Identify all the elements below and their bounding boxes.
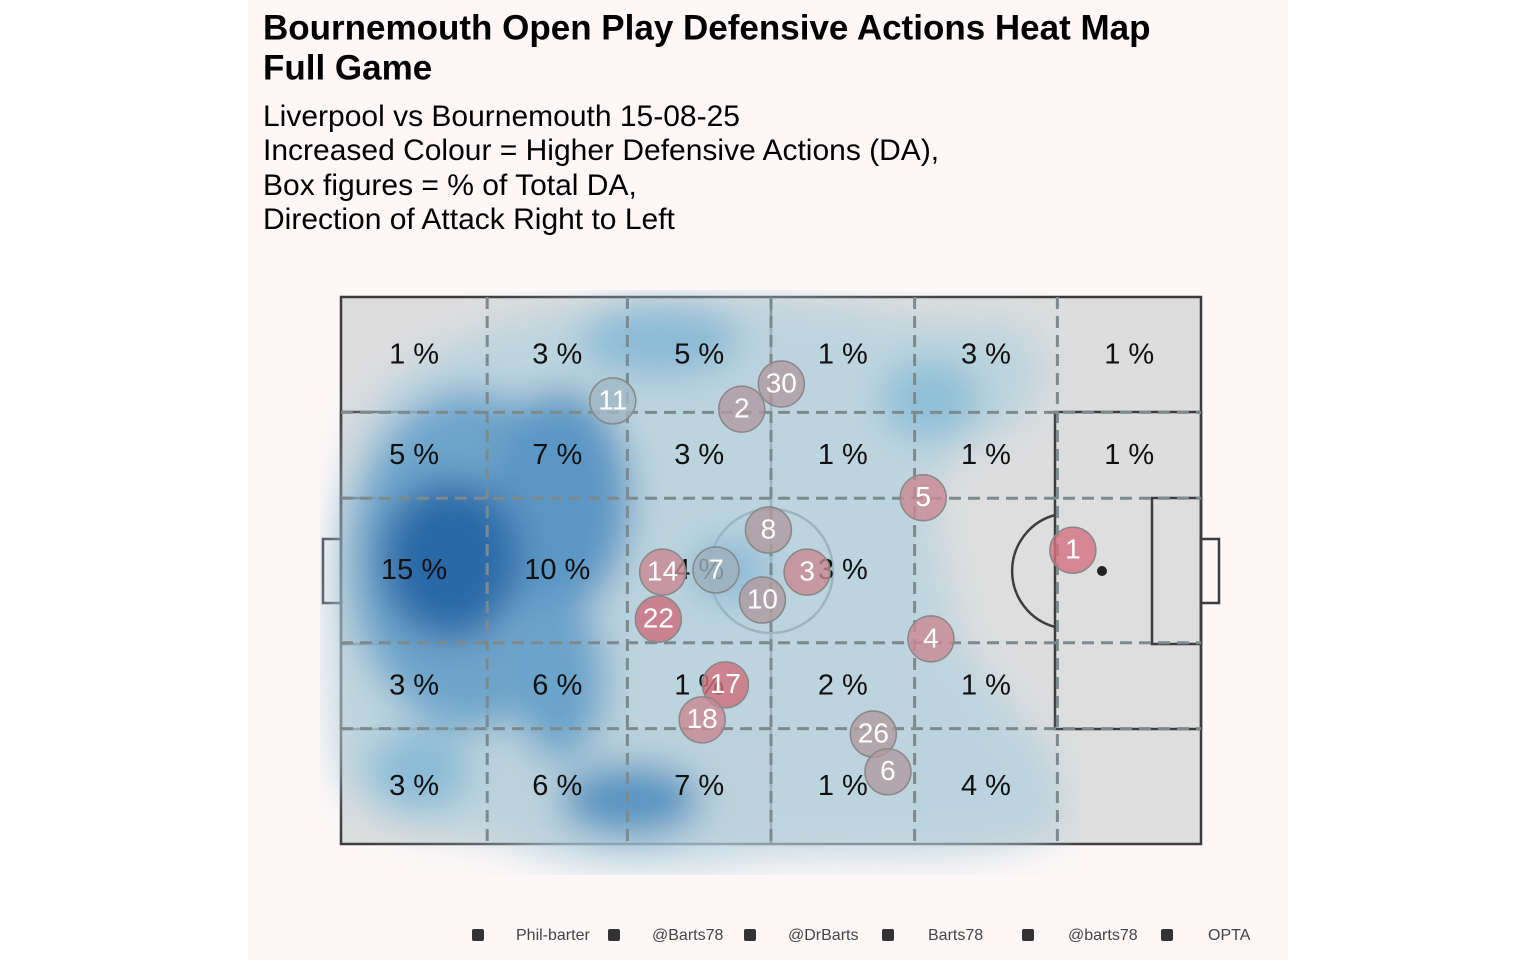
footer-credit: Phil-barter (516, 927, 590, 944)
zone-label: 1 % (818, 770, 868, 802)
footer-credit: Barts78 (928, 927, 983, 944)
player-label: 4 (923, 622, 939, 653)
subtitle: Box figures = % of Total DA, (263, 169, 637, 202)
footer-credit: @Barts78 (652, 927, 723, 944)
player-marker (864, 748, 912, 796)
zone-label: 3 % (961, 338, 1011, 370)
player-label: 22 (643, 603, 674, 634)
zone-label: 1 % (818, 338, 868, 370)
zone-label: 7 % (674, 770, 724, 802)
zone-label: 1 % (1104, 439, 1154, 471)
subtitle: Direction of Attack Right to Left (263, 203, 676, 236)
zone-label: 3 % (532, 338, 582, 370)
zone-label: 1 % (961, 669, 1011, 701)
player-marker (744, 506, 793, 554)
zone-label: 4 % (961, 770, 1011, 802)
player-label: 7 (708, 553, 724, 584)
player-label: 1 (1065, 534, 1081, 565)
footer-credit: @barts78 (1068, 927, 1138, 944)
zone-label: 6 % (532, 770, 582, 802)
player-marker (1049, 526, 1097, 575)
player-marker (757, 360, 806, 408)
player-marker (678, 696, 726, 744)
player-marker (589, 377, 637, 425)
title: Full Game (263, 48, 432, 87)
player-label: 17 (710, 668, 741, 699)
player-label: 18 (687, 703, 718, 734)
zone-label: 5 % (389, 439, 439, 471)
zone-label: 1 % (818, 439, 868, 471)
player-marker (907, 615, 955, 663)
player-label: 10 (747, 583, 778, 614)
footer-icon (1022, 929, 1034, 941)
player-marker (638, 548, 687, 596)
footer-credit: OPTA (1208, 927, 1251, 944)
player-marker (634, 595, 683, 643)
subtitle: Liverpool vs Bournemouth 15-08-25 (263, 100, 740, 133)
player-label: 14 (647, 556, 678, 587)
player-layer: 30 2 11 8 5 1 14 7 3 10 22 4 17 18 26 6 (589, 360, 1097, 796)
player-label: 30 (766, 367, 797, 398)
zone-label: 3 % (389, 770, 439, 802)
zone-label: 15 % (381, 554, 447, 586)
footer-icon (744, 929, 756, 941)
zone-label: 1 % (1104, 338, 1154, 370)
subtitle: Increased Colour = Higher Defensive Acti… (263, 134, 939, 167)
player-marker (701, 661, 750, 709)
zone-label: 5 % (674, 338, 724, 370)
zone-label: 1 % (389, 338, 439, 370)
title: Bournemouth Open Play Defensive Actions … (263, 8, 1150, 47)
player-marker (718, 385, 766, 433)
player-label: 11 (598, 384, 627, 415)
player-label: 3 (799, 556, 815, 587)
zone-label: 3 % (674, 439, 724, 471)
zone-label: 10 % (524, 554, 590, 586)
zone-label: 2 % (818, 669, 868, 701)
player-marker (692, 546, 740, 594)
player-label: 26 (858, 717, 889, 748)
footer: Phil-barter @Barts78 @DrBarts Barts78 @barts… (472, 927, 1251, 944)
zone-label: 3 % (389, 669, 439, 701)
player-label: 6 (880, 755, 896, 786)
player-label: 2 (734, 393, 750, 424)
player-label: 5 (915, 481, 931, 512)
player-label: 8 (761, 513, 777, 544)
penalty-spot (1097, 566, 1107, 576)
zone-label: 6 % (532, 669, 582, 701)
footer-icon (472, 929, 484, 941)
footer-icon (608, 929, 620, 941)
player-marker (783, 548, 831, 596)
footer-icon (882, 929, 894, 941)
footer-credit: @DrBarts (788, 927, 858, 944)
player-marker (899, 473, 947, 522)
footer-icon (1161, 929, 1173, 941)
player-marker (738, 576, 787, 624)
zone-label: 7 % (532, 439, 582, 471)
zone-label: 1 % (961, 439, 1011, 471)
